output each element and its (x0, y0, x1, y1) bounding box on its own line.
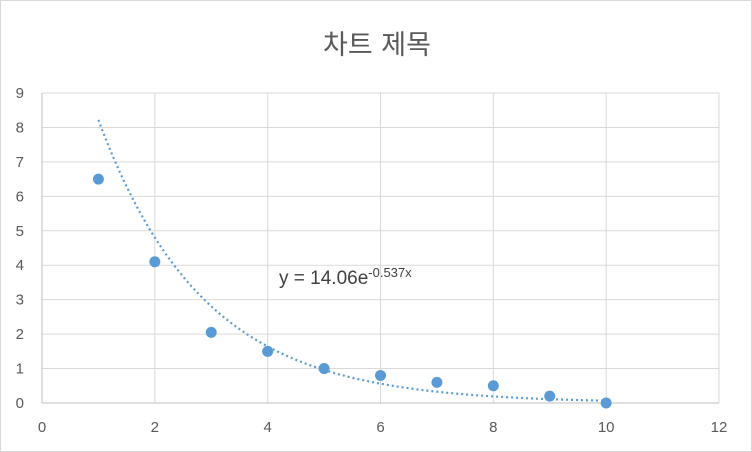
y-tick-label: 2 (16, 326, 24, 343)
data-point (205, 326, 217, 338)
y-tick-label: 1 (16, 361, 24, 378)
data-points (92, 173, 612, 409)
data-point (487, 380, 499, 392)
y-tick-label: 8 (16, 119, 24, 136)
trendline-equation-exponent: -0.537x (368, 265, 412, 280)
y-tick-label: 9 (16, 85, 24, 102)
data-point (600, 397, 612, 409)
data-point (92, 173, 104, 185)
data-point (544, 390, 556, 402)
grid-lines (42, 92, 720, 403)
data-point (431, 376, 443, 388)
data-point (318, 363, 330, 375)
data-point (375, 369, 386, 381)
chart-title: 차트 제목 (323, 30, 431, 61)
y-tick-label: 7 (16, 154, 24, 171)
y-tick-label: 0 (16, 395, 24, 412)
x-tick-label: 4 (263, 419, 271, 436)
data-point (262, 345, 274, 357)
trendline (97, 119, 607, 402)
x-tick-label: 12 (711, 419, 728, 436)
y-tick-label: 3 (16, 292, 24, 309)
x-tick-label: 6 (376, 419, 384, 436)
trendline-equation: y = 14.06e-0.537x (279, 265, 412, 289)
x-tick-label: 10 (598, 419, 615, 436)
y-tick-label: 5 (16, 223, 24, 240)
data-point (149, 256, 161, 268)
trendline-equation-base: y = 14.06e (279, 268, 368, 289)
y-tick-label: 6 (16, 188, 24, 205)
x-tick-label: 8 (489, 419, 497, 436)
y-tick-label: 4 (16, 257, 24, 274)
x-tick-label: 2 (151, 419, 159, 436)
x-tick-label: 0 (38, 419, 46, 436)
